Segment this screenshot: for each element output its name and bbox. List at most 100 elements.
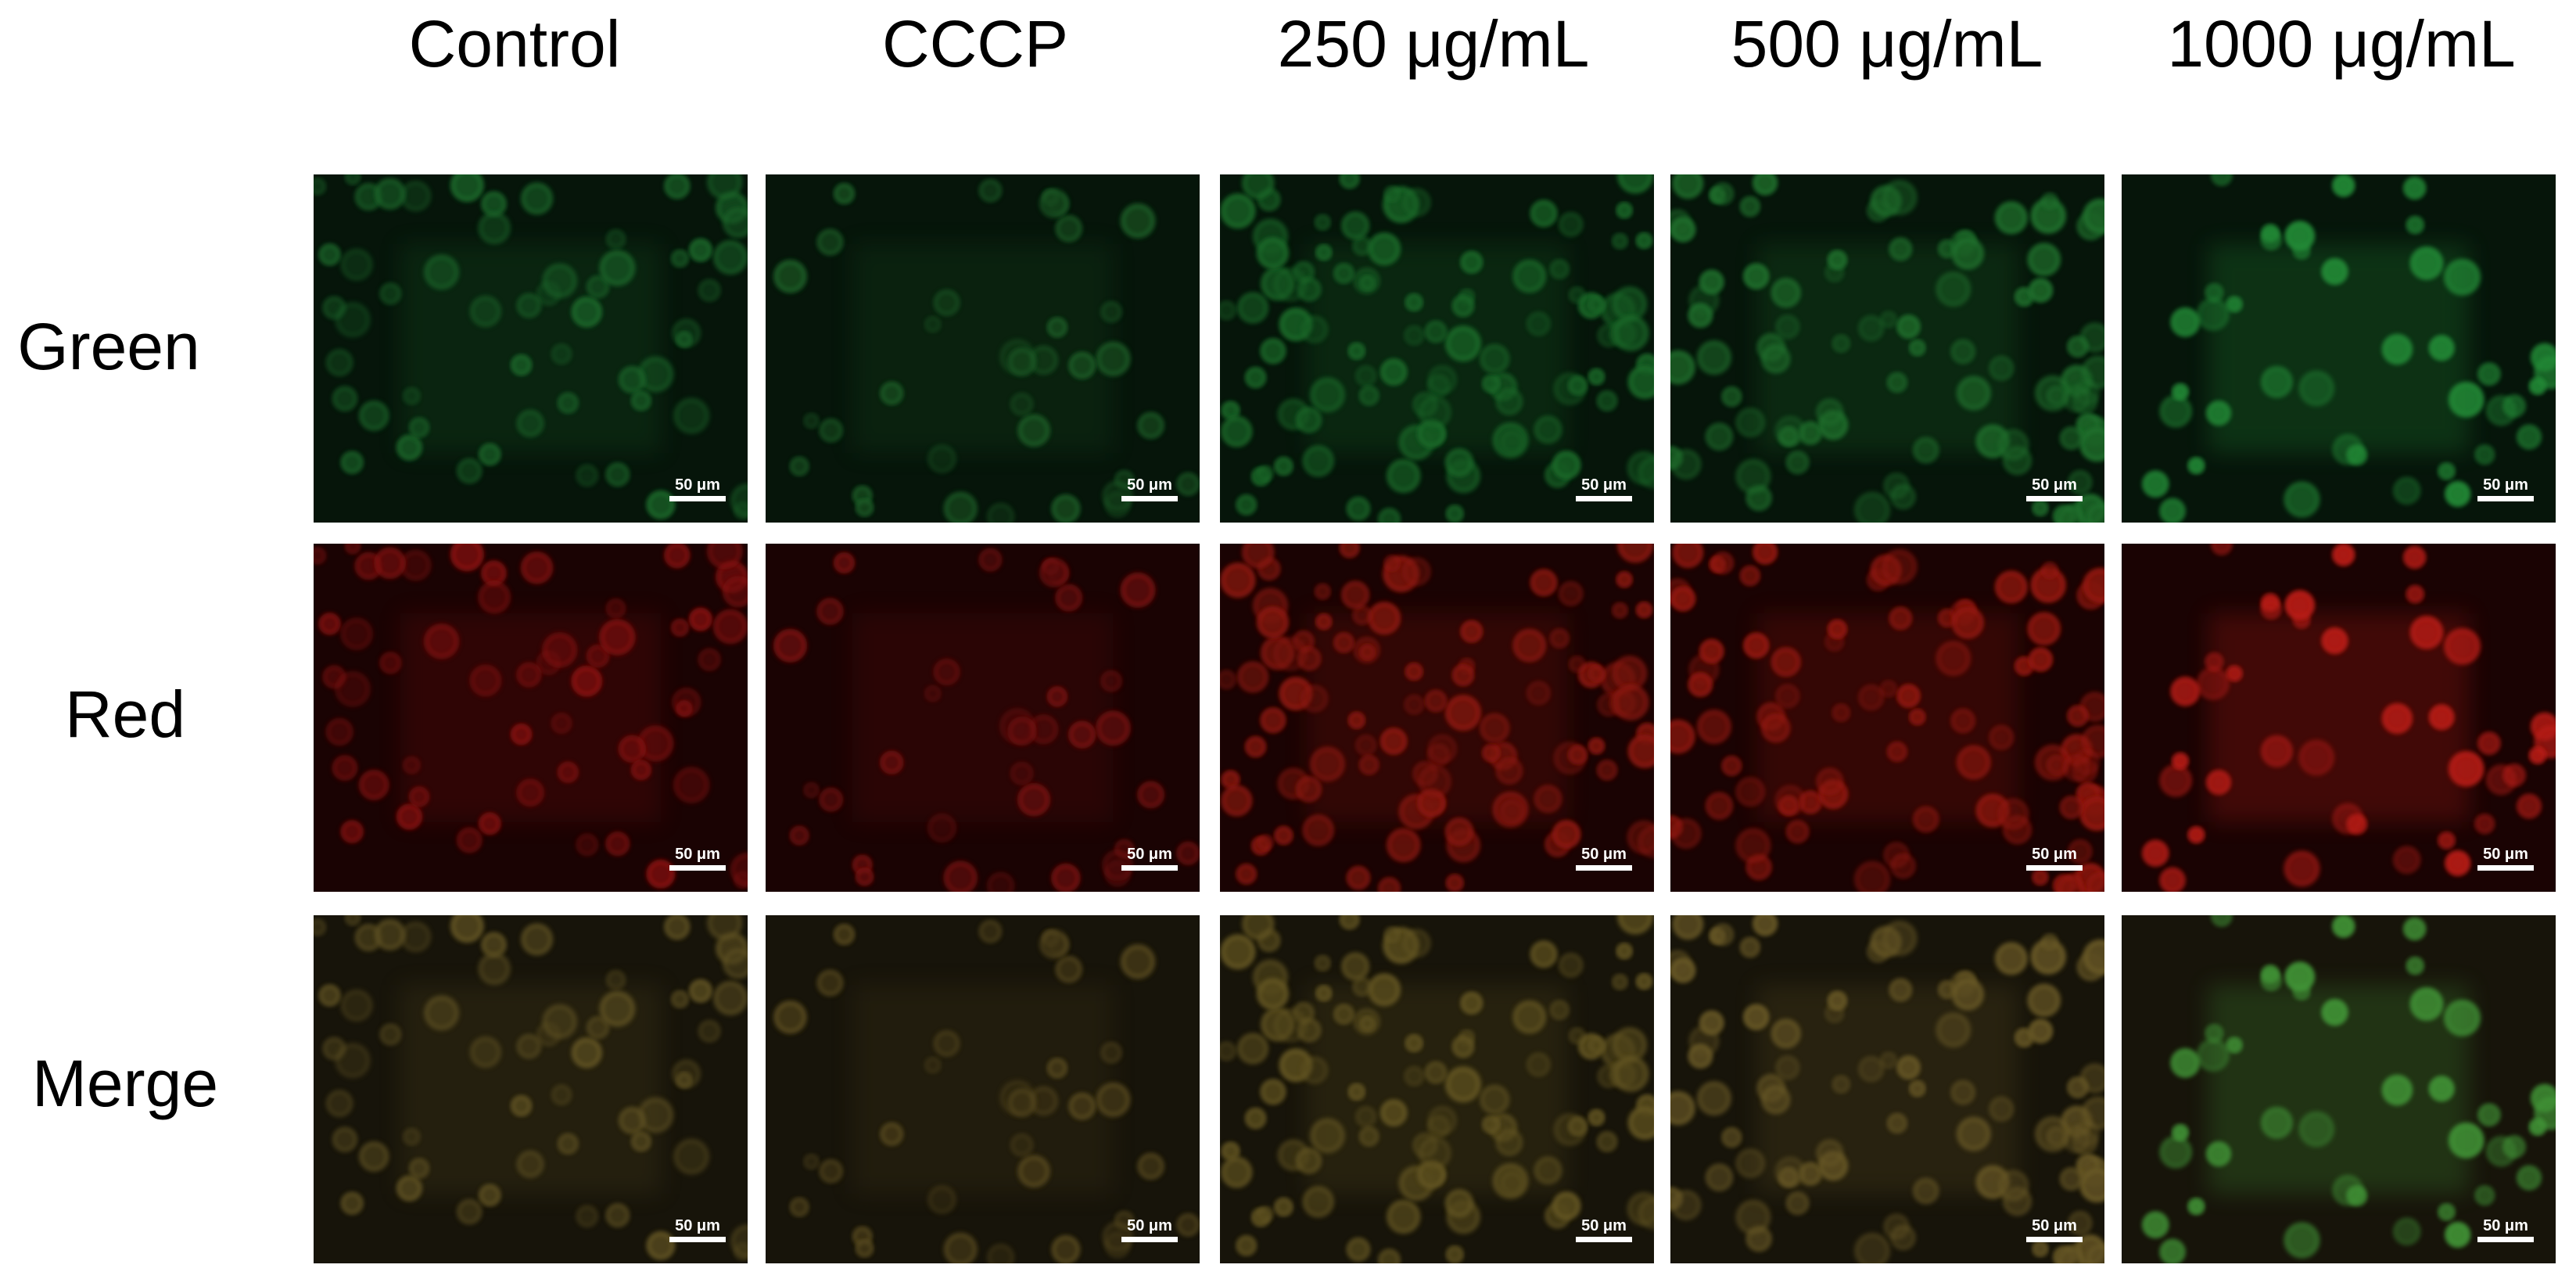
cell-rim xyxy=(1897,684,1920,707)
cell-rim xyxy=(1419,766,1450,797)
cell-rim xyxy=(1122,205,1153,237)
cell-rim xyxy=(1497,758,1522,784)
cell-rim xyxy=(1381,1100,1406,1126)
cell xyxy=(2331,433,2364,465)
cell-rim xyxy=(1405,663,1423,681)
cell-rim xyxy=(1699,1083,1730,1114)
cell-rim xyxy=(676,1072,692,1088)
cell-rim xyxy=(572,298,601,326)
cell-rim xyxy=(2323,1001,2347,1025)
cell-rim xyxy=(1951,710,1975,732)
cell-rim xyxy=(1616,572,1632,587)
cell-rim xyxy=(619,1108,645,1133)
scale-bar xyxy=(669,1237,726,1242)
cell-rim xyxy=(804,413,820,429)
cell xyxy=(2516,424,2542,450)
cell-rim xyxy=(2300,742,2333,774)
cell xyxy=(1696,1080,1732,1116)
cell-rim xyxy=(341,1192,363,1214)
cell-rim xyxy=(1737,460,1769,492)
cell xyxy=(1988,355,2015,382)
cell-rim xyxy=(1348,1083,1365,1100)
cell-rim xyxy=(988,873,1014,892)
cell-rim xyxy=(2517,795,2541,817)
cell xyxy=(2028,1019,2054,1044)
cell-rim xyxy=(2087,873,2104,892)
cell xyxy=(1241,915,1275,941)
cell-rim xyxy=(1101,1042,1121,1063)
cell-rim xyxy=(1047,687,1067,706)
cell-rim xyxy=(1275,1198,1293,1216)
cell xyxy=(1176,472,1200,496)
cell-rim xyxy=(1588,368,1605,385)
cell-rim xyxy=(834,925,854,944)
cell-rim xyxy=(1997,572,2026,602)
cell-rim xyxy=(1301,685,1327,712)
cell-rim xyxy=(1674,174,1702,197)
cell xyxy=(2170,1047,2201,1078)
cell-rim xyxy=(1405,293,1423,311)
cell xyxy=(1095,340,1132,377)
cell xyxy=(618,735,647,763)
cell-rim xyxy=(2478,1104,2500,1126)
cell-rim xyxy=(675,1140,708,1173)
cell-rim xyxy=(834,553,854,573)
cells xyxy=(2142,174,2556,523)
cell-rim xyxy=(1612,974,1628,990)
cell-rim xyxy=(2262,599,2281,619)
cell-rim xyxy=(2064,1126,2090,1152)
cell xyxy=(1857,314,1885,342)
cell-rim xyxy=(2172,1124,2189,1141)
scale-bar-label: 50 μm xyxy=(2032,846,2077,863)
cell-rim xyxy=(2384,336,2411,363)
cell xyxy=(1530,940,1558,968)
cell xyxy=(1785,451,1810,475)
cell-rim xyxy=(690,609,712,631)
cell xyxy=(477,211,511,245)
cell-rim xyxy=(1275,638,1306,670)
row-label: Green xyxy=(17,310,199,383)
cell-rim xyxy=(1405,325,1424,345)
cell-rim xyxy=(1243,915,1273,939)
cell xyxy=(1530,569,1558,597)
cell-rim xyxy=(1859,685,1883,710)
cell-rim xyxy=(1446,505,1463,523)
cell-rim xyxy=(2286,1224,2318,1256)
cell-rim xyxy=(2188,827,2205,843)
cell-rim xyxy=(1891,854,1915,878)
cell-rim xyxy=(1744,264,1768,289)
cell xyxy=(1774,683,1800,709)
cell-rim xyxy=(1403,559,1430,585)
cell xyxy=(986,871,1015,892)
cell-rim xyxy=(1553,821,1580,847)
cell-rim xyxy=(2536,357,2556,387)
cell-rim xyxy=(1275,268,1306,300)
cell xyxy=(1136,1152,1165,1180)
cell-rim xyxy=(1243,174,1273,198)
scale-bar-label: 50 μm xyxy=(675,476,720,494)
cell-rim xyxy=(2068,471,2092,494)
cell-rim xyxy=(690,980,712,1002)
cell-rim xyxy=(1706,793,1732,819)
cell-rim xyxy=(380,1024,401,1045)
cell-rim xyxy=(1740,938,1760,957)
cell-rim xyxy=(1897,315,1920,338)
cell-rim xyxy=(1342,582,1369,608)
cell xyxy=(2082,198,2104,235)
cell xyxy=(1017,1154,1051,1188)
cell xyxy=(1050,494,1081,523)
cell-rim xyxy=(1776,1158,1804,1186)
cell xyxy=(2284,961,2315,992)
cell-rim xyxy=(1997,203,2026,232)
cell xyxy=(1988,1096,2015,1123)
cell xyxy=(1495,1128,1523,1157)
scale-bar-label: 50 μm xyxy=(2032,476,2077,494)
cell-rim xyxy=(1258,835,1273,850)
cell-rim xyxy=(397,1177,422,1200)
cell-rim xyxy=(1859,316,1883,340)
cell xyxy=(1950,339,1976,365)
cell-rim xyxy=(1914,807,1938,832)
cell-rim xyxy=(1689,304,1712,327)
cell-rim xyxy=(319,613,340,634)
